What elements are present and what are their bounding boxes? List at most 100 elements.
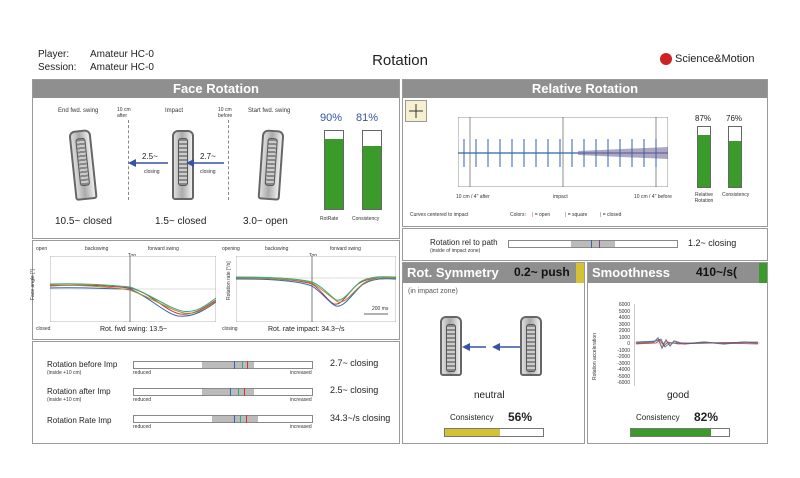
rel-rotation-pct: 87% — [695, 114, 712, 123]
brand-logo-icon — [660, 53, 672, 65]
smoothness-consistency-bar — [630, 428, 730, 437]
scale-left-label: reduced — [133, 370, 152, 376]
smoothness-chart — [634, 304, 760, 386]
ytick: -5000 — [617, 373, 630, 380]
crosshair-icon[interactable] — [405, 100, 427, 122]
right-closing-label: closing — [222, 326, 238, 332]
left-backswing-label: backswing — [85, 246, 109, 252]
scale-label: Rotation Rate Imp — [47, 416, 112, 425]
rel-rotation-label: Relative Rotation — [694, 192, 714, 204]
smoothness-yticks: 6000 5000 4000 3000 2000 1000 0 -1000 -2… — [612, 302, 630, 387]
right-ylabel: Rotation rate [°/s] — [226, 261, 232, 300]
scale-tick — [246, 415, 247, 423]
symmetry-arrows-icon — [462, 343, 520, 351]
arrow-right-sub: closing — [200, 169, 216, 175]
left-closed-label: closed — [36, 326, 51, 332]
rel-path-label: Rotation rel to path — [430, 238, 498, 247]
rel-centered-note: Curves centered to impact — [410, 212, 469, 218]
session-value: Amateur HC-0 — [90, 62, 154, 73]
ytick: 4000 — [618, 315, 630, 321]
rotrate-pct: 90% — [320, 112, 343, 124]
left-open-label: open — [36, 246, 48, 252]
symmetry-consistency-label: Consistency — [450, 413, 494, 422]
scale-band — [202, 362, 254, 368]
scale-left-label: reduced — [133, 424, 152, 430]
rel-path-tick — [591, 240, 592, 248]
brand-name: Science&Motion — [675, 53, 755, 65]
symmetry-sub: (in impact zone) — [408, 288, 458, 295]
player-value: Amateur HC-0 — [90, 49, 154, 60]
rel-colors-label: Colors: — [510, 212, 526, 218]
ytick: -4000 — [617, 367, 630, 373]
right-opening-label: opening — [222, 246, 240, 252]
rel-consistency-label: Consistency — [722, 192, 750, 198]
consistency-pct: 81% — [356, 112, 379, 124]
scale-right-label: increased — [290, 424, 312, 430]
scale-tick — [230, 388, 231, 396]
scale-sub: (inside +10 cm) — [47, 397, 82, 403]
arrow-right-value: 2.7~ — [200, 152, 216, 161]
symmetry-accent — [576, 263, 584, 283]
club-label-start: Start fwd. swing — [248, 108, 291, 114]
scale-bar — [133, 415, 313, 423]
symmetry-value: 0.2~ push — [514, 265, 570, 279]
rel-rotation-bar — [697, 126, 711, 188]
club-label-impact: Impact — [165, 108, 184, 114]
right-scale-label: 200 ms — [372, 306, 389, 312]
scale-tick — [240, 415, 241, 423]
smoothness-ylabel: Rotation acceleration — [592, 333, 598, 380]
session-label: Session: — [38, 62, 77, 73]
scale-tick — [242, 361, 243, 369]
scale-right-label: increased — [290, 370, 312, 376]
right-caption: Rot. rate impact: 34.3~/s — [268, 326, 345, 333]
sym-club-right-image — [520, 316, 542, 376]
ytick: 0 — [627, 341, 630, 347]
sym-club-left-image — [440, 316, 462, 376]
left-forward-label: forward swing — [148, 246, 179, 252]
rel-after-label: 10 cm / 4" after — [456, 194, 490, 200]
legend-square: | = square — [565, 212, 588, 218]
left-caption: Rot. fwd swing: 13.5~ — [100, 326, 168, 333]
consistency-bar-fill — [363, 145, 381, 209]
rotrate-label: RotRate — [320, 216, 339, 222]
arrow-left-value: 2.5~ — [142, 152, 158, 161]
rel-consistency-pct: 76% — [726, 114, 743, 123]
rotrate-bar — [324, 130, 344, 210]
scale-bar — [133, 361, 313, 369]
smoothness-panel — [587, 262, 768, 444]
scale-sub: (inside +10 cm) — [47, 370, 82, 376]
after-label: 10 cm after — [117, 107, 131, 119]
rel-impact-label: impact — [553, 194, 568, 200]
after-marker-line — [128, 120, 129, 200]
rotation-arrows-icon — [128, 159, 224, 167]
symmetry-result: neutral — [474, 390, 505, 401]
scale-tick — [234, 361, 235, 369]
scale-band — [212, 416, 258, 422]
rel-before-label: 10 cm / 4" before — [634, 194, 672, 200]
smoothness-accent — [759, 263, 767, 283]
relative-rotation-chart — [458, 117, 668, 187]
symmetry-title: Rot. Symmetry — [407, 265, 499, 280]
consistency-label: Consistency — [352, 216, 380, 222]
rel-consistency-bar — [728, 126, 742, 188]
ytick: 3000 — [618, 321, 630, 328]
scale-tick — [244, 388, 245, 396]
symmetry-consistency-value: 56% — [508, 410, 533, 424]
smoothness-title: Smoothness — [592, 265, 671, 280]
left-ylabel: Face angle [°] — [30, 269, 36, 300]
before-label: 10 cm before — [218, 107, 233, 119]
smoothness-consistency-value: 82% — [694, 410, 719, 424]
smoothness-header — [588, 263, 767, 283]
right-backswing-label: backswing — [265, 246, 289, 252]
legend-closed: | = closed — [600, 212, 622, 218]
ytick: -6000 — [617, 380, 630, 386]
smoothness-consistency-label: Consistency — [636, 413, 680, 422]
symmetry-panel — [402, 262, 585, 444]
scale-label: Rotation after Imp — [47, 387, 111, 396]
symmetry-consistency-fill — [445, 429, 500, 436]
scale-tick — [234, 415, 235, 423]
rel-consistency-bar-fill — [729, 141, 741, 187]
legend-open: | = open — [532, 212, 551, 218]
smoothness-value: 410~/s( — [696, 265, 738, 279]
player-label: Player: — [38, 49, 70, 60]
